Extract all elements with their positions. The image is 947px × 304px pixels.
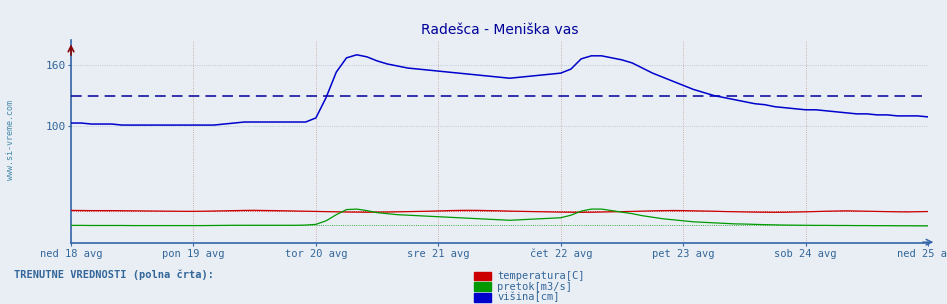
- Text: višina[cm]: višina[cm]: [497, 292, 560, 302]
- Text: www.si-vreme.com: www.si-vreme.com: [6, 100, 15, 180]
- Text: TRENUTNE VREDNOSTI (polna črta):: TRENUTNE VREDNOSTI (polna črta):: [14, 270, 214, 280]
- Title: Radešca - Meniška vas: Radešca - Meniška vas: [420, 23, 579, 37]
- Text: temperatura[C]: temperatura[C]: [497, 271, 584, 281]
- Text: pretok[m3/s]: pretok[m3/s]: [497, 282, 572, 292]
